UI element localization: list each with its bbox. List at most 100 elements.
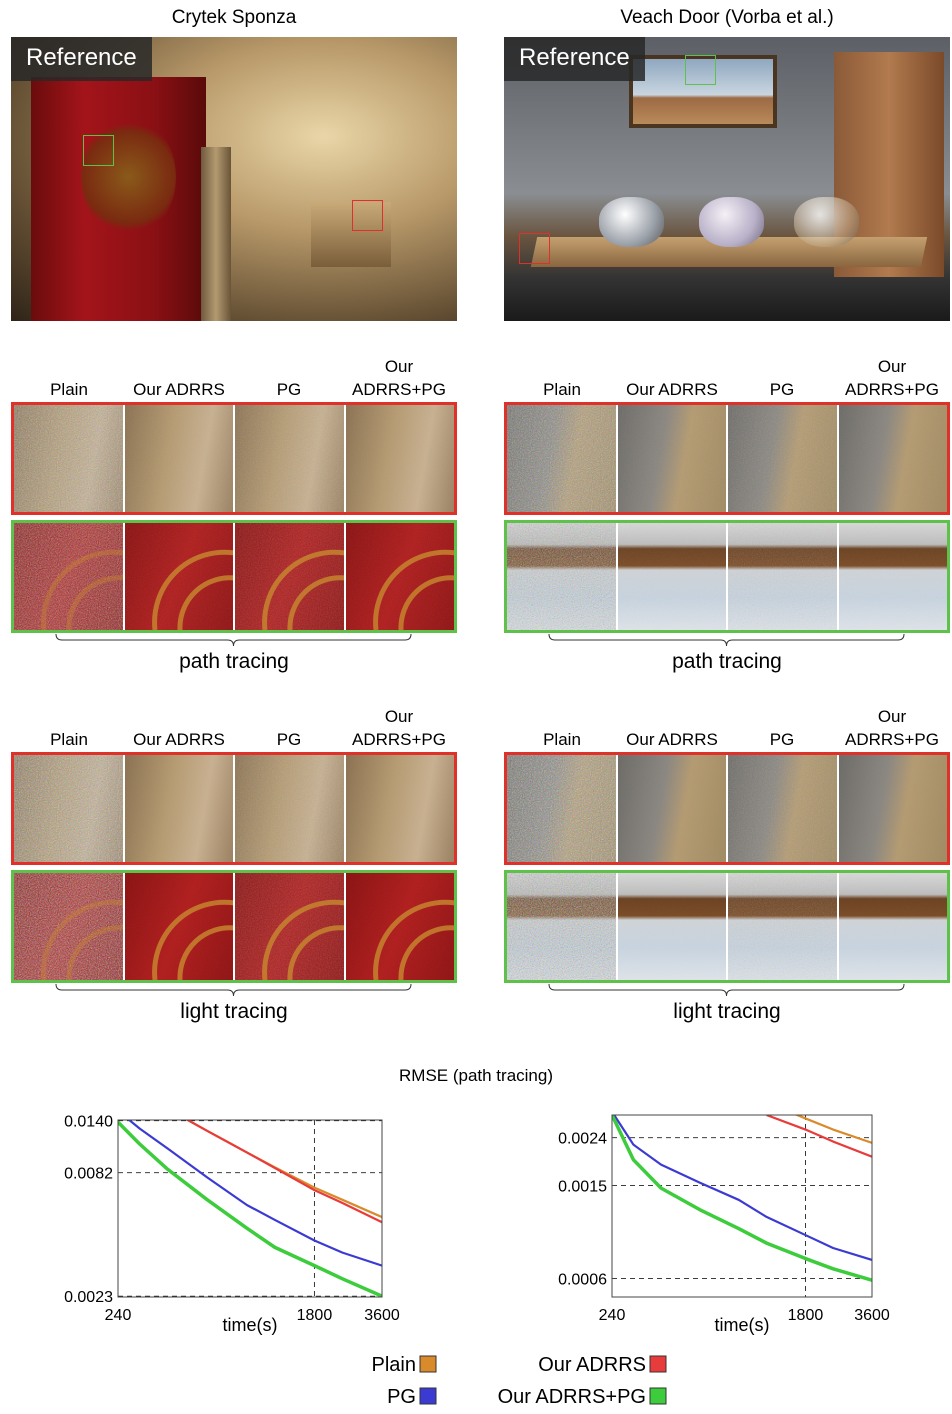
y-tick-label: 0.0015: [558, 1178, 607, 1195]
method-label: Plain: [13, 728, 125, 751]
crop-panel: [346, 755, 455, 862]
noise: [618, 523, 727, 630]
noise-layer: [14, 755, 123, 862]
noise: [728, 755, 837, 862]
noise: [728, 873, 837, 980]
plot-frame: [118, 1120, 382, 1297]
legend-label: Our ADRRS+PG: [498, 1386, 646, 1408]
crop-panel: [346, 873, 455, 980]
brace: [549, 984, 904, 996]
noise-layer: [839, 405, 948, 512]
legend-swatch: [420, 1356, 436, 1372]
noise-layer: [728, 755, 837, 862]
noise-layer: [618, 523, 727, 630]
noise-layer: [346, 755, 455, 862]
crop-panel: [618, 755, 727, 862]
series-line: [168, 1109, 382, 1222]
method-label: Our ADRRS+PG: [343, 355, 455, 401]
noise: [618, 873, 727, 980]
crop-panel: [235, 405, 344, 512]
legend-swatch: [420, 1388, 436, 1404]
noise-layer: [235, 405, 344, 512]
y-tick-label: 0.0023: [64, 1289, 113, 1306]
noise-layer: [14, 405, 123, 512]
crop-panel: [125, 873, 234, 980]
crop-strip: [11, 870, 457, 983]
y-tick-label: 0.0024: [558, 1131, 607, 1148]
noise: [618, 405, 727, 512]
noise: [125, 405, 234, 512]
series-line: [168, 1109, 382, 1217]
noise-layer: [507, 755, 616, 862]
crop-strip: [504, 752, 950, 865]
method-label: Our ADRRS+PG: [836, 355, 948, 401]
crop-panel: [14, 755, 123, 862]
crop-strip: [504, 870, 950, 983]
method-caption: path tracing: [504, 650, 950, 674]
noise: [235, 755, 344, 862]
method-label: Plain: [506, 378, 618, 401]
crop-panel: [14, 873, 123, 980]
noise-layer: [728, 523, 837, 630]
method-caption: light tracing: [504, 1000, 950, 1024]
noise: [346, 523, 455, 630]
crop-panel: [728, 755, 837, 862]
plot-area: [118, 1109, 382, 1296]
y-tick-label: 0.0006: [558, 1271, 607, 1288]
noise: [125, 873, 234, 980]
noise-layer: [839, 523, 948, 630]
noise-layer: [507, 523, 616, 630]
method-label: Plain: [13, 378, 125, 401]
noise: [728, 405, 837, 512]
crop-panel: [618, 873, 727, 980]
method-label: Plain: [506, 728, 618, 751]
method-label: Our ADRRS+PG: [836, 705, 948, 751]
noise: [235, 405, 344, 512]
noise-layer: [728, 405, 837, 512]
noise: [125, 523, 234, 630]
noise: [507, 523, 616, 630]
method-label: Our ADRRS: [616, 378, 728, 401]
crop-panel: [618, 523, 727, 630]
series-line: [612, 1115, 872, 1280]
crop-panel: [507, 523, 616, 630]
noise: [346, 873, 455, 980]
noise-layer: [618, 755, 727, 862]
noise: [839, 523, 948, 630]
noise: [14, 523, 123, 630]
noise: [839, 755, 948, 862]
noise-layer: [507, 405, 616, 512]
x-axis-label: time(s): [715, 1315, 770, 1335]
brace: [56, 634, 411, 646]
noise: [507, 755, 616, 862]
crop-panel: [839, 523, 948, 630]
noise: [728, 523, 837, 630]
x-tick-label: 3600: [364, 1307, 400, 1324]
crop-panel: [235, 873, 344, 980]
noise: [507, 873, 616, 980]
crop-panel: [839, 873, 948, 980]
crop-panel: [125, 523, 234, 630]
legend-label: Our ADRRS: [538, 1354, 646, 1376]
crop-panel: [346, 405, 455, 512]
x-tick-label: 240: [599, 1307, 626, 1324]
method-caption: path tracing: [11, 650, 457, 674]
crop-panel: [235, 755, 344, 862]
legend-label: Plain: [372, 1354, 416, 1376]
noise-layer: [125, 755, 234, 862]
x-tick-label: 240: [105, 1307, 132, 1324]
noise: [14, 873, 123, 980]
noise: [14, 405, 123, 512]
brace: [56, 984, 411, 996]
noise-layer: [839, 873, 948, 980]
noise-layer: [728, 873, 837, 980]
method-label: PG: [726, 378, 838, 401]
series-line: [767, 1115, 872, 1157]
crop-strip: [11, 402, 457, 515]
method-label: PG: [233, 728, 345, 751]
crop-panel: [346, 523, 455, 630]
series-line: [118, 1111, 382, 1266]
y-tick-label: 0.0082: [64, 1166, 113, 1183]
